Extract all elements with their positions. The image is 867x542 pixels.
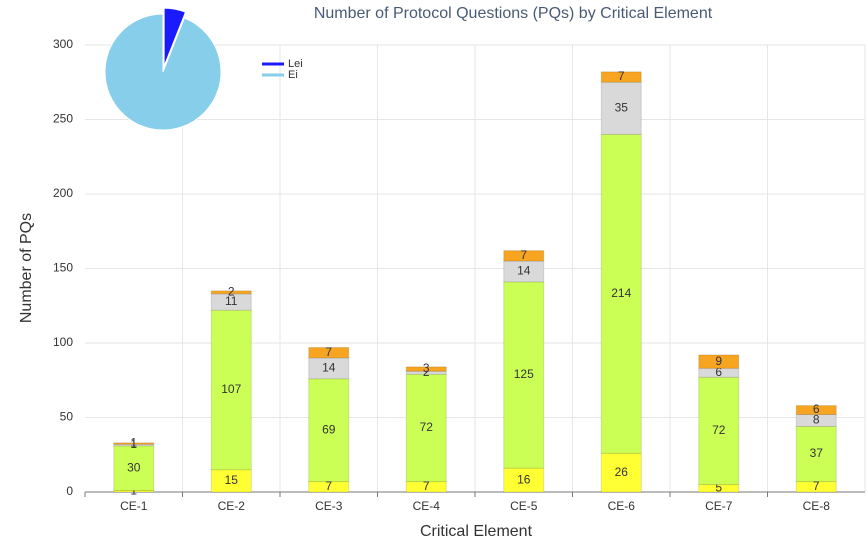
y-tick-label: 150: [53, 261, 73, 275]
x-tick-label: CE-7: [705, 499, 733, 513]
pie-slice: [104, 13, 222, 131]
y-tick-label: 250: [53, 112, 73, 126]
y-tick-label: 200: [53, 186, 73, 200]
bar-segment: [600, 452, 642, 493]
segment-label: 37: [810, 446, 824, 460]
x-axis-label: Critical Element: [420, 523, 533, 540]
segment-label: 3: [423, 361, 430, 375]
bar-segment: [503, 250, 545, 262]
segment-label: 7: [813, 479, 820, 493]
segment-label: 72: [712, 423, 726, 437]
segment-label: 8: [813, 413, 820, 427]
x-tick-label: CE-1: [120, 499, 148, 513]
bar-segment: [503, 281, 545, 469]
x-tick-label: CE-4: [413, 499, 441, 513]
segment-label: 7: [423, 479, 430, 493]
y-tick-label: 50: [60, 410, 74, 424]
segment-label: 107: [221, 382, 241, 396]
segment-label: 35: [615, 100, 629, 114]
x-tick-label: CE-8: [803, 499, 831, 513]
bar-segment: [795, 405, 837, 416]
segment-label: 5: [715, 480, 722, 494]
bar-segment: [698, 354, 740, 369]
bar-segment: [600, 81, 642, 135]
x-tick-label: CE-3: [315, 499, 343, 513]
bar-segment: [210, 309, 252, 471]
bar-segment: [698, 376, 740, 486]
x-tick-label: CE-5: [510, 499, 538, 513]
segment-label: 16: [517, 472, 531, 486]
bar-segment: [600, 71, 642, 83]
bar-segment: [600, 133, 642, 454]
segment-label: 6: [715, 365, 722, 379]
bar-segment: [113, 443, 155, 447]
segment-label: 14: [322, 361, 336, 375]
y-tick-label: 300: [53, 37, 73, 51]
segment-label: 72: [420, 420, 434, 434]
bar-segment: [308, 346, 350, 359]
segment-label: 11: [225, 294, 238, 308]
segment-label: 125: [514, 367, 534, 381]
segment-label: 7: [325, 479, 332, 493]
segment-label: 1: [130, 436, 137, 450]
segment-label: 69: [322, 422, 336, 436]
bar-segment: [113, 442, 155, 445]
bar-segment: [405, 373, 447, 483]
y-tick-label: 100: [53, 335, 73, 349]
segment-label: 30: [127, 460, 141, 474]
segment-label: 7: [325, 345, 332, 359]
x-tick-label: CE-6: [608, 499, 636, 513]
y-tick-label: 0: [66, 484, 73, 498]
pie-slice: [163, 7, 187, 67]
segment-label: 2: [423, 365, 430, 379]
bar-segment: [210, 290, 252, 295]
segment-label: 15: [225, 473, 239, 487]
legend-label: Lei: [288, 58, 303, 70]
segment-label: 26: [615, 465, 629, 479]
x-tick-label: CE-2: [218, 499, 246, 513]
segment-label: 6: [813, 402, 820, 416]
segment-label: 9: [715, 354, 722, 368]
segment-label: 2: [228, 285, 235, 299]
segment-label: 7: [520, 248, 527, 262]
y-axis-label: Number of PQs: [18, 213, 35, 323]
bar-segment: [405, 366, 447, 372]
chart-title: Number of Protocol Questions (PQs) by Cr…: [314, 5, 713, 22]
segment-label: 14: [517, 264, 531, 278]
legend-label: Ei: [288, 69, 298, 81]
segment-label: 214: [611, 286, 631, 300]
segment-label: 7: [618, 69, 625, 83]
bar-segment: [795, 425, 837, 483]
bar-segment: [308, 378, 350, 483]
